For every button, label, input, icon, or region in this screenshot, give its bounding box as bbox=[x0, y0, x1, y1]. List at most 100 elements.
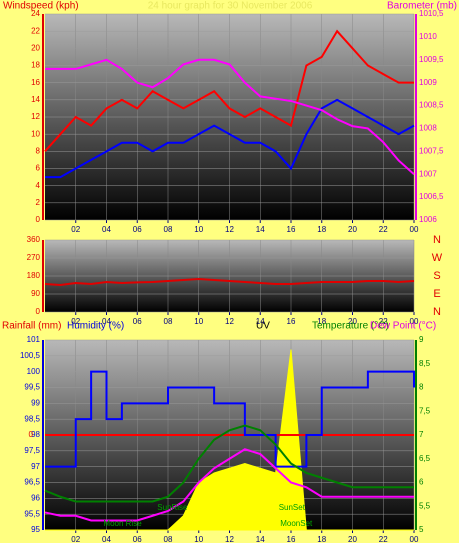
tick-label: 95 bbox=[31, 525, 40, 534]
x-tick-label: 04 bbox=[102, 225, 111, 234]
x-tick-label: 22 bbox=[379, 317, 388, 326]
annotation: SunRise bbox=[157, 503, 188, 512]
x-tick-label: 00 bbox=[410, 225, 419, 234]
x-tick-label: 06 bbox=[133, 317, 142, 326]
x-tick-label: 08 bbox=[164, 317, 173, 326]
tick-label: 1007 bbox=[419, 169, 437, 178]
tick-label: 97,5 bbox=[24, 446, 40, 455]
tick-label: 1009 bbox=[419, 78, 437, 87]
tick-label: 0 bbox=[29, 430, 34, 439]
tick-label: W bbox=[432, 252, 443, 264]
tick-label: 270 bbox=[27, 253, 41, 262]
tick-label: 360 bbox=[27, 235, 41, 244]
tick-label: 5,5 bbox=[419, 501, 431, 510]
series-line bbox=[45, 98, 415, 179]
tick-label: 1008,5 bbox=[419, 101, 444, 110]
axis-title: UV bbox=[256, 321, 270, 332]
x-tick-label: 18 bbox=[317, 317, 326, 326]
x-tick-label: 18 bbox=[317, 225, 326, 234]
x-tick-label: 02 bbox=[71, 225, 80, 234]
x-tick-label: 20 bbox=[348, 317, 357, 326]
x-tick-label: 16 bbox=[287, 535, 296, 543]
tick-label: 8 bbox=[419, 383, 424, 392]
axis-title: Windspeed (kph) bbox=[3, 1, 79, 12]
x-tick-label: 20 bbox=[348, 535, 357, 543]
tick-label: 1006 bbox=[419, 215, 437, 224]
x-tick-label: 04 bbox=[102, 317, 111, 326]
tick-label: 2 bbox=[36, 198, 41, 207]
tick-label: 99,5 bbox=[24, 383, 40, 392]
tick-label: 20 bbox=[31, 43, 40, 52]
tick-label: 180 bbox=[27, 271, 41, 280]
series-line bbox=[44, 29, 414, 153]
x-tick-label: 18 bbox=[317, 535, 326, 543]
x-tick-label: 20 bbox=[348, 225, 357, 234]
axis-title: Dew Point (°C) bbox=[370, 321, 436, 332]
series-line bbox=[44, 277, 415, 287]
axis-title: Temperature (°C) bbox=[312, 321, 389, 332]
tick-label: 18 bbox=[31, 61, 40, 70]
annotation: MoonSet bbox=[280, 519, 313, 528]
x-tick-label: 08 bbox=[164, 535, 173, 543]
x-tick-label: 12 bbox=[225, 535, 234, 543]
tick-label: 1010,5 bbox=[419, 9, 444, 18]
tick-label: 1010 bbox=[419, 32, 437, 41]
tick-label: 4 bbox=[36, 181, 41, 190]
tick-label: 1008 bbox=[419, 124, 437, 133]
axis-title: Barometer (mb) bbox=[387, 1, 457, 12]
x-tick-label: 06 bbox=[133, 225, 142, 234]
tick-label: 96 bbox=[31, 493, 40, 502]
tick-label: 0 bbox=[36, 307, 41, 316]
series-line bbox=[44, 424, 414, 503]
x-tick-label: 22 bbox=[379, 225, 388, 234]
tick-label: 6 bbox=[36, 164, 41, 173]
x-tick-label: 10 bbox=[194, 535, 203, 543]
x-tick-label: 12 bbox=[225, 317, 234, 326]
x-tick-label: 16 bbox=[287, 225, 296, 234]
x-tick-label: 10 bbox=[194, 225, 203, 234]
annotation: Moon Rise bbox=[103, 519, 142, 528]
tick-label: 14 bbox=[31, 95, 40, 104]
tick-label: 6 bbox=[419, 478, 424, 487]
tick-label: 99 bbox=[31, 398, 40, 407]
tick-label: 8,5 bbox=[419, 359, 431, 368]
x-tick-label: 08 bbox=[164, 225, 173, 234]
tick-label: 98 bbox=[31, 430, 40, 439]
x-tick-label: 00 bbox=[410, 535, 419, 543]
tick-label: 95,5 bbox=[24, 509, 40, 518]
tick-label: 100 bbox=[27, 367, 41, 376]
tick-label: N bbox=[433, 306, 441, 318]
tick-label: 10 bbox=[31, 129, 40, 138]
tick-label: 1006,5 bbox=[419, 192, 444, 201]
x-tick-label: 14 bbox=[256, 317, 265, 326]
x-tick-label: 00 bbox=[410, 317, 419, 326]
tick-label: 1009,5 bbox=[419, 55, 444, 64]
tick-label: 0 bbox=[36, 215, 41, 224]
axis-title: Rainfall (mm) bbox=[2, 321, 61, 332]
tick-label: 90 bbox=[31, 289, 40, 298]
tick-label: 5 bbox=[419, 525, 424, 534]
x-tick-label: 10 bbox=[194, 317, 203, 326]
tick-label: 22 bbox=[31, 26, 40, 35]
tick-label: 97 bbox=[31, 462, 40, 471]
series-line bbox=[45, 370, 415, 468]
x-tick-label: 22 bbox=[379, 535, 388, 543]
tick-label: 98,5 bbox=[24, 414, 40, 423]
tick-label: 100,5 bbox=[20, 351, 41, 360]
tick-label: 16 bbox=[31, 78, 40, 87]
tick-label: E bbox=[433, 288, 440, 300]
uv-area bbox=[45, 349, 414, 531]
x-tick-label: 02 bbox=[71, 317, 80, 326]
tick-label: S bbox=[433, 270, 440, 282]
tick-label: 7,5 bbox=[419, 406, 431, 415]
tick-label: N bbox=[433, 234, 441, 246]
tick-label: 24 bbox=[31, 9, 40, 18]
tick-label: 12 bbox=[31, 112, 40, 121]
x-tick-label: 02 bbox=[71, 535, 80, 543]
tick-label: 8 bbox=[36, 146, 41, 155]
x-tick-label: 14 bbox=[256, 225, 265, 234]
x-tick-label: 12 bbox=[225, 225, 234, 234]
series-line bbox=[45, 58, 415, 175]
tick-label: 6,5 bbox=[419, 454, 431, 463]
